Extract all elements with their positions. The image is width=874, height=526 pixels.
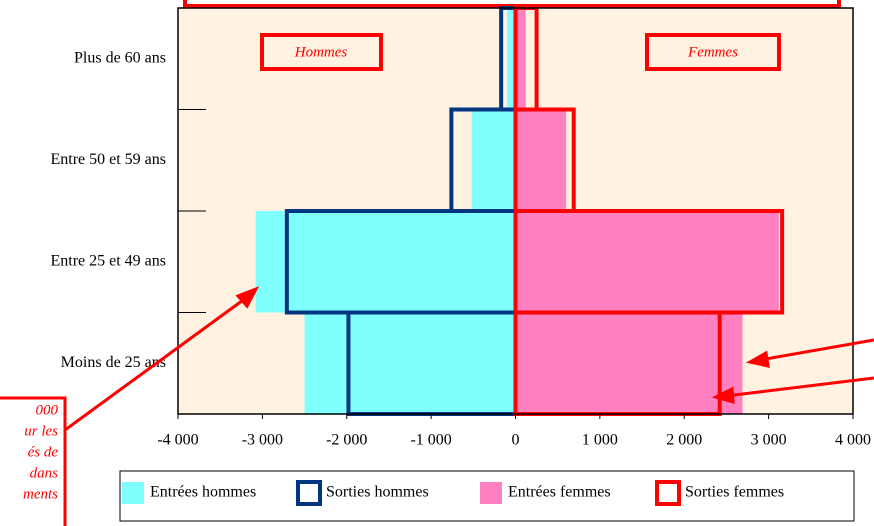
x-tick-label: -1 000	[410, 432, 451, 449]
bar	[507, 8, 516, 110]
arrows	[64, 286, 874, 432]
legend-swatch	[122, 482, 144, 504]
y-tick-label: Moins de 25 ans	[61, 354, 166, 371]
note-box	[0, 396, 67, 526]
legend-label: Entrées femmes	[508, 484, 611, 501]
legend-swatch	[480, 482, 502, 504]
bar	[515, 109, 567, 211]
x-tick-label: 1 000	[582, 432, 618, 449]
annotation: Femmes	[687, 44, 738, 60]
y-tick-label: Entre 50 et 59 ans	[50, 151, 166, 168]
x-tick-label: -4 000	[157, 432, 198, 449]
legend-swatch	[655, 480, 681, 506]
bar	[515, 211, 779, 313]
annotation-box	[645, 33, 781, 71]
note-line: dans	[30, 465, 59, 481]
x-tick-label: 4 000	[835, 432, 871, 449]
note-line: ur les	[24, 423, 58, 439]
note-line: és de	[28, 444, 59, 460]
bar	[471, 109, 516, 211]
legend-label: Sorties hommes	[326, 484, 429, 501]
bar	[304, 312, 516, 414]
legend-label: Sorties femmes	[685, 484, 784, 501]
x-tick-label: -3 000	[242, 432, 283, 449]
top-callout-box	[183, 0, 841, 8]
x-tick-label: 2 000	[666, 432, 702, 449]
legend-swatch	[296, 480, 322, 506]
bar	[515, 8, 526, 110]
annotation-box	[260, 33, 383, 71]
bar	[515, 312, 743, 414]
legend-label: Entrées hommes	[150, 484, 256, 501]
note-line: 000	[36, 402, 59, 418]
x-tick-label: 0	[512, 432, 520, 449]
x-tick-label: 3 000	[751, 432, 787, 449]
bar	[255, 211, 516, 313]
y-tick-label: Plus de 60 ans	[74, 49, 166, 66]
note-line: ments	[23, 486, 58, 502]
y-tick-label: Entre 25 et 49 ans	[50, 252, 166, 269]
annotation: Hommes	[294, 44, 348, 60]
x-tick-label: -2 000	[326, 432, 367, 449]
